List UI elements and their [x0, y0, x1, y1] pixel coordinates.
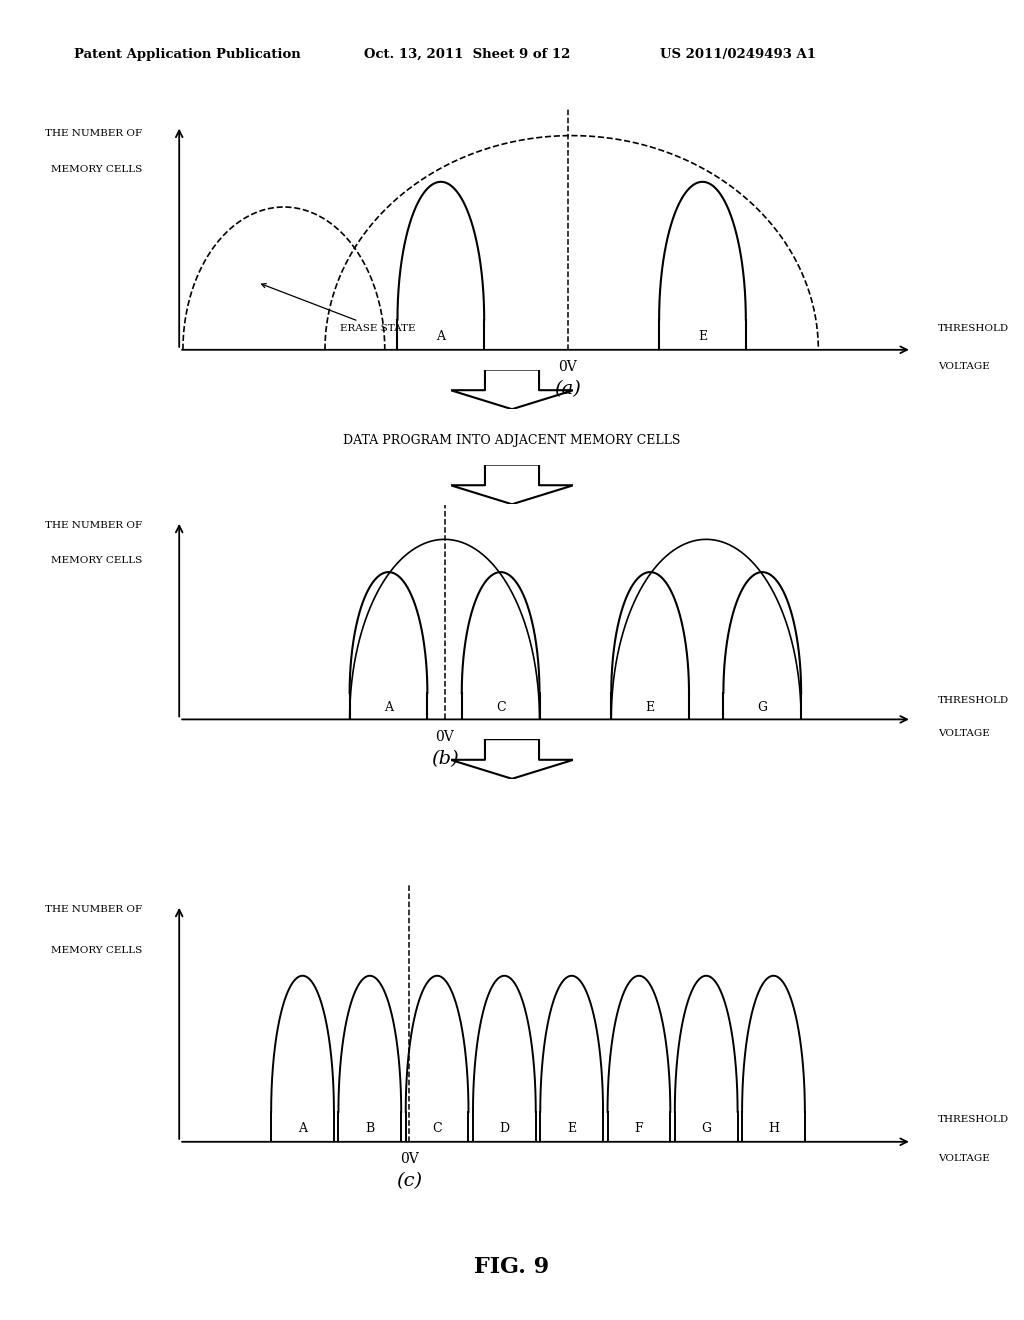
Text: E: E: [645, 701, 654, 714]
Text: A: A: [298, 1122, 307, 1135]
Text: C: C: [496, 701, 506, 714]
Text: 0V: 0V: [435, 730, 454, 744]
Text: E: E: [567, 1122, 577, 1135]
Text: H: H: [768, 1122, 779, 1135]
Text: THE NUMBER OF: THE NUMBER OF: [45, 906, 141, 913]
Text: G: G: [758, 701, 767, 714]
Text: THRESHOLD: THRESHOLD: [938, 325, 1009, 334]
Text: 0V: 0V: [558, 360, 578, 375]
Text: G: G: [701, 1122, 712, 1135]
Text: Oct. 13, 2011  Sheet 9 of 12: Oct. 13, 2011 Sheet 9 of 12: [364, 48, 570, 61]
Text: D: D: [500, 1122, 509, 1135]
Text: A: A: [436, 330, 445, 343]
Text: VOLTAGE: VOLTAGE: [938, 729, 989, 738]
Text: THRESHOLD: THRESHOLD: [938, 1115, 1009, 1125]
Text: (b): (b): [431, 750, 459, 768]
Text: MEMORY CELLS: MEMORY CELLS: [50, 556, 141, 565]
Text: A: A: [384, 701, 393, 714]
Text: THRESHOLD: THRESHOLD: [938, 697, 1009, 705]
Text: US 2011/0249493 A1: US 2011/0249493 A1: [660, 48, 816, 61]
Text: Patent Application Publication: Patent Application Publication: [74, 48, 300, 61]
Text: E: E: [698, 330, 707, 343]
Text: B: B: [366, 1122, 375, 1135]
Text: FIG. 9: FIG. 9: [474, 1257, 550, 1278]
Text: C: C: [432, 1122, 442, 1135]
Text: THE NUMBER OF: THE NUMBER OF: [45, 129, 141, 139]
Text: THE NUMBER OF: THE NUMBER OF: [45, 521, 141, 529]
Text: 0V: 0V: [400, 1152, 419, 1167]
Text: DATA PROGRAM INTO ADJACENT MEMORY CELLS: DATA PROGRAM INTO ADJACENT MEMORY CELLS: [343, 434, 681, 447]
Text: VOLTAGE: VOLTAGE: [938, 362, 989, 371]
Text: (a): (a): [554, 380, 582, 399]
Text: MEMORY CELLS: MEMORY CELLS: [50, 946, 141, 956]
Text: ERASE STATE: ERASE STATE: [261, 284, 416, 333]
Text: VOLTAGE: VOLTAGE: [938, 1155, 989, 1163]
Text: MEMORY CELLS: MEMORY CELLS: [50, 165, 141, 174]
Text: (c): (c): [396, 1172, 423, 1191]
Text: F: F: [635, 1122, 643, 1135]
